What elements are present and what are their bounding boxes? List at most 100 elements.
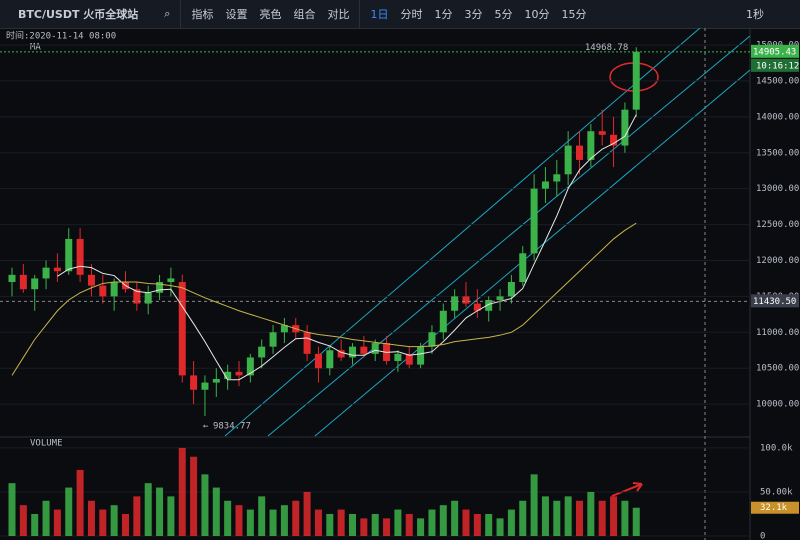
countdown-tag xyxy=(751,58,799,72)
candle-body xyxy=(167,278,175,283)
candle-body xyxy=(496,296,504,300)
volume-bar xyxy=(519,500,527,536)
y-tick-label: 10500.00 xyxy=(756,364,799,374)
volume-bar xyxy=(99,509,107,536)
candle-body xyxy=(190,375,198,390)
last-price-tag xyxy=(751,44,799,58)
candle-body xyxy=(246,357,254,376)
button[interactable]: 指标 xyxy=(191,8,214,21)
volume-bar xyxy=(53,509,61,536)
candle-body xyxy=(224,371,232,379)
low-label: 9834.77 xyxy=(213,421,251,431)
volume-bar xyxy=(201,474,209,536)
volume-bar xyxy=(19,505,27,536)
candle-body xyxy=(394,353,402,362)
candle-body xyxy=(314,353,322,369)
volume-bar xyxy=(280,505,288,536)
candle-body xyxy=(235,371,243,376)
candle-body xyxy=(519,253,527,283)
button[interactable]: 组合 xyxy=(293,8,316,21)
volume-bar xyxy=(337,509,345,536)
candle-body xyxy=(553,174,561,182)
symbol[interactable]: BTC/USDT 火币全球站 xyxy=(18,8,139,21)
volume-bar xyxy=(269,509,277,536)
volume-bar xyxy=(530,474,538,536)
chart: 时间:2020-11-14 08:00 MA VOLUME 10000.00 10… xyxy=(0,28,799,540)
candle-body xyxy=(42,267,50,279)
volume-bar xyxy=(473,513,481,536)
button[interactable]: 对比 xyxy=(327,8,350,21)
button[interactable]: 亮色 xyxy=(259,8,282,21)
interval[interactable]: 5分 xyxy=(494,8,513,21)
volume-bar xyxy=(133,496,141,536)
candle-body xyxy=(621,109,629,146)
interval[interactable]: 1秒 xyxy=(746,8,764,21)
candle-body xyxy=(451,296,459,311)
volume-bar xyxy=(122,513,129,536)
last-price: 14905.43 xyxy=(753,47,796,57)
volume-bar xyxy=(485,513,493,536)
interval[interactable]: 1日 xyxy=(370,8,389,21)
candle-body xyxy=(31,278,39,290)
search-icon[interactable]: ⌕ xyxy=(164,7,171,20)
candle-body xyxy=(110,282,118,297)
interval[interactable]: 3分 xyxy=(464,8,483,21)
candle-body xyxy=(201,382,209,390)
y-tick-label: 10000.00 xyxy=(756,400,799,410)
y-tick-label: 13000.00 xyxy=(756,184,799,194)
volume-bar xyxy=(65,487,73,536)
interval[interactable]: 分时 xyxy=(400,8,423,21)
interval[interactable]: 1分 xyxy=(434,8,453,21)
volume-last: 32.1k xyxy=(760,503,788,513)
volume-bar xyxy=(303,491,311,536)
volume-bar xyxy=(292,500,300,536)
volume-bar xyxy=(224,500,232,536)
y-tick-label: 11000.00 xyxy=(756,328,799,338)
ma-line xyxy=(11,222,637,376)
volume-bar xyxy=(360,518,368,536)
candle-body xyxy=(473,303,481,311)
ma-label: MA xyxy=(30,43,41,53)
ma-line xyxy=(57,114,637,381)
volume-bar xyxy=(246,509,254,536)
channel xyxy=(224,28,751,437)
high-label: 14968.78 xyxy=(585,43,628,53)
interval[interactable]: 10分 xyxy=(524,8,550,21)
volume-bar xyxy=(576,500,583,536)
volume-bar xyxy=(258,496,266,536)
y-tick-label: 14500.00 xyxy=(756,76,799,86)
volume-bar xyxy=(383,518,391,536)
crosshair-tag xyxy=(751,294,799,308)
candle-body xyxy=(212,378,220,383)
button[interactable]: 设置 xyxy=(225,8,248,21)
candle-body xyxy=(8,274,16,283)
volume-bar xyxy=(564,496,572,536)
volume-bar xyxy=(439,505,447,536)
candle-body xyxy=(269,332,277,347)
volume-bar xyxy=(8,483,16,536)
candle-body xyxy=(632,51,640,110)
volume-bar xyxy=(87,500,95,536)
volume-bar xyxy=(632,507,640,536)
volume-bar xyxy=(371,513,379,536)
interval[interactable]: 15分 xyxy=(561,8,587,21)
volume-bar xyxy=(349,513,356,536)
candle-body xyxy=(417,346,425,365)
volume-bar xyxy=(541,496,549,536)
candle-body xyxy=(371,343,379,354)
volume-bar xyxy=(190,456,198,536)
candle-body xyxy=(53,267,61,272)
candle-body xyxy=(485,299,493,311)
volume-bar xyxy=(156,487,164,536)
volume-bar xyxy=(428,509,436,536)
candle-body xyxy=(144,292,152,304)
candle-body xyxy=(65,238,73,272)
candle-body xyxy=(530,188,538,254)
candle-body xyxy=(405,353,413,365)
volume-bar xyxy=(212,487,220,536)
volume-bar xyxy=(394,509,402,536)
crosshair-label: 11430.50 xyxy=(753,297,796,307)
volume-bar xyxy=(42,500,50,536)
y-tick-label: 12000.00 xyxy=(756,256,799,266)
